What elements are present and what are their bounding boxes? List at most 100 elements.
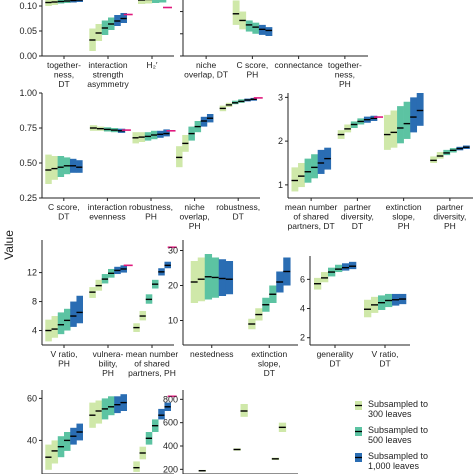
box-mark xyxy=(364,299,372,318)
box-mark xyxy=(51,156,58,180)
y-tick-label: 3 xyxy=(278,92,283,102)
x-category-label: PH xyxy=(102,368,114,378)
box-mark xyxy=(335,264,343,273)
panels-layer: 0.000.050.10together-ness,DTinteractions… xyxy=(19,0,473,474)
legend-label: Subsampled to xyxy=(368,425,428,435)
x-category-label: slope, xyxy=(392,212,415,222)
y-tick-label: 0.25 xyxy=(19,193,37,203)
x-category-label: nestedness xyxy=(190,349,233,359)
box-mark xyxy=(383,114,391,150)
box-mark xyxy=(158,408,165,420)
box-mark xyxy=(70,301,77,327)
box-mark xyxy=(232,0,240,25)
x-category-label: ness, xyxy=(335,70,355,80)
box-mark xyxy=(108,396,115,416)
legend-label: 300 leaves xyxy=(368,409,412,419)
x-category-label: DT xyxy=(58,212,69,222)
box-mark xyxy=(321,272,329,283)
x-category-label: DT xyxy=(329,359,340,369)
box-mark xyxy=(218,259,227,296)
y-tick-label: 1.00 xyxy=(19,88,37,98)
panel-row2-left: 0.250.500.751.00C score,DTinteractioneve… xyxy=(19,88,263,231)
y-tick-label: 8 xyxy=(32,297,37,307)
box-mark xyxy=(311,154,318,179)
box-mark xyxy=(390,110,398,148)
x-category-label: together- xyxy=(47,60,81,70)
x-category-label: ness, xyxy=(54,70,74,80)
y-tick-label: 20 xyxy=(168,281,178,291)
y-tick-label: 2 xyxy=(278,136,283,146)
x-category-label: PH xyxy=(246,70,258,80)
x-category-label: PH xyxy=(339,79,351,89)
box-mark xyxy=(225,261,234,295)
x-category-label: PH xyxy=(444,221,456,231)
x-category-label: together- xyxy=(328,60,362,70)
box-mark xyxy=(70,0,77,3)
y-axis-label: Value xyxy=(2,230,16,260)
y-tick-label: 0.05 xyxy=(19,26,37,36)
y-tick-label: 0.10 xyxy=(19,1,37,11)
x-category-label: evenness xyxy=(89,212,125,222)
panel-row1-left: 0.00 0.05 0.10 together-ness,DT interactions… xyxy=(19,0,174,89)
x-category-label: DT xyxy=(58,79,69,89)
box-mark xyxy=(163,129,170,137)
box-mark xyxy=(76,0,83,2)
y-tick-label: 0.75 xyxy=(19,123,37,133)
legend-label: Subsampled to xyxy=(368,399,428,409)
y-tick-label: 1 xyxy=(278,180,283,190)
x-category-label: vulnera- xyxy=(93,349,124,359)
x-category-label: strength xyxy=(93,70,124,80)
box-mark xyxy=(138,0,146,4)
y-tick-label: 800 xyxy=(163,394,178,404)
legend-label: Subsampled to xyxy=(368,451,428,461)
y-tick-label: 4 xyxy=(32,326,37,336)
x-category-label: partners, DT xyxy=(288,221,335,231)
box-mark xyxy=(64,432,71,451)
box-mark xyxy=(410,97,418,133)
x-category-label: overlap, DT xyxy=(184,70,228,80)
x-category-label: mean number xyxy=(126,349,179,359)
box-mark xyxy=(245,20,253,32)
box-mark xyxy=(51,440,59,464)
box-mark xyxy=(304,158,312,183)
x-category-label: diversity, xyxy=(341,212,374,222)
box-mark xyxy=(416,93,424,126)
x-category-label: V ratio, xyxy=(51,349,78,359)
x-category-label: connectance xyxy=(275,60,323,70)
x-category-label: of shared xyxy=(134,359,170,369)
x-category-label: extinction xyxy=(386,202,422,212)
box-mark xyxy=(64,308,71,331)
x-category-label: V ratio, xyxy=(372,349,399,359)
x-category-label: slope, xyxy=(258,359,281,369)
box-mark xyxy=(159,0,167,3)
x-category-label: PH xyxy=(398,221,410,231)
x-category-label: interaction xyxy=(88,60,127,70)
x-category-label: of shared xyxy=(293,212,329,222)
y-tick-label: 60 xyxy=(27,393,37,403)
box-mark xyxy=(317,149,325,174)
box-mark xyxy=(265,27,273,36)
x-category-label: robustness, xyxy=(129,202,173,212)
x-category-label: partners, PH xyxy=(128,368,176,378)
box-mark xyxy=(95,400,103,424)
y-tick-label: 40 xyxy=(27,435,37,445)
y-tick-label: 600 xyxy=(163,418,178,428)
y-tick-label: 12 xyxy=(27,268,37,278)
x-category-label: DT xyxy=(379,359,390,369)
x-category-label: DT xyxy=(233,212,244,222)
box-mark xyxy=(403,101,411,139)
y-tick-label: 6 xyxy=(300,274,305,284)
box-mark xyxy=(298,163,305,188)
x-category-label: PH xyxy=(189,221,201,231)
box-mark xyxy=(152,0,160,3)
x-category-label: DT xyxy=(264,368,275,378)
y-tick-label: 30 xyxy=(168,246,178,256)
x-category-label: niche xyxy=(184,202,205,212)
